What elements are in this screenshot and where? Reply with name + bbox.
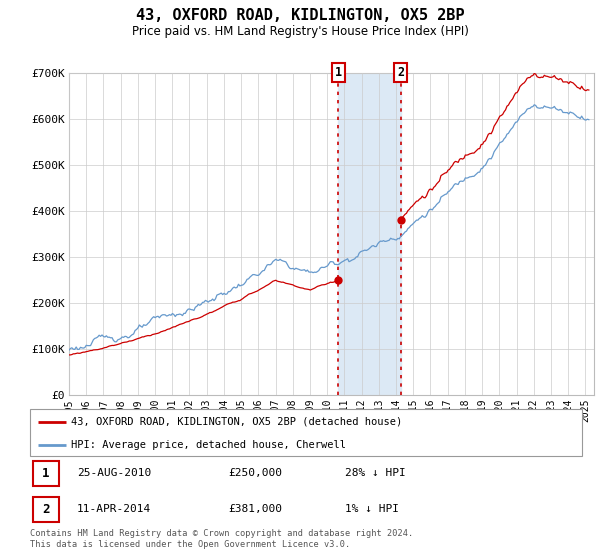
Text: 1: 1 <box>335 66 342 80</box>
Text: £250,000: £250,000 <box>229 468 283 478</box>
Text: 2: 2 <box>42 503 50 516</box>
Text: 28% ↓ HPI: 28% ↓ HPI <box>344 468 406 478</box>
Text: 2: 2 <box>397 66 404 80</box>
Text: 25-AUG-2010: 25-AUG-2010 <box>77 468 151 478</box>
Text: HPI: Average price, detached house, Cherwell: HPI: Average price, detached house, Cher… <box>71 440 346 450</box>
Text: Price paid vs. HM Land Registry's House Price Index (HPI): Price paid vs. HM Land Registry's House … <box>131 25 469 38</box>
Text: 43, OXFORD ROAD, KIDLINGTON, OX5 2BP: 43, OXFORD ROAD, KIDLINGTON, OX5 2BP <box>136 8 464 24</box>
Bar <box>33 497 59 522</box>
Bar <box>33 461 59 486</box>
Bar <box>338 73 401 395</box>
Text: 1% ↓ HPI: 1% ↓ HPI <box>344 505 398 515</box>
Text: 1: 1 <box>42 467 50 480</box>
Text: Contains HM Land Registry data © Crown copyright and database right 2024.
This d: Contains HM Land Registry data © Crown c… <box>30 529 413 549</box>
Text: 43, OXFORD ROAD, KIDLINGTON, OX5 2BP (detached house): 43, OXFORD ROAD, KIDLINGTON, OX5 2BP (de… <box>71 417 403 427</box>
Text: £381,000: £381,000 <box>229 505 283 515</box>
Text: 11-APR-2014: 11-APR-2014 <box>77 505 151 515</box>
